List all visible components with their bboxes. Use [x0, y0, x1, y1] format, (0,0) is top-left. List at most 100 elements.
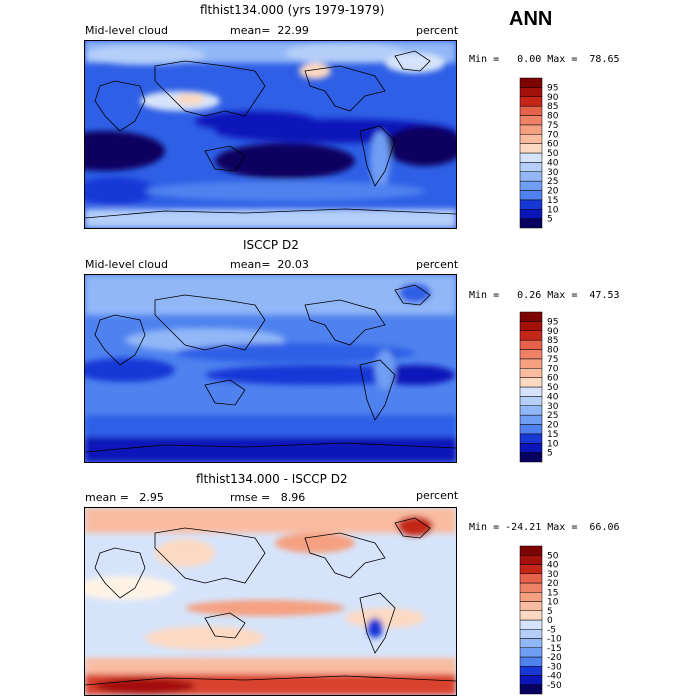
- colorbar-tick-label: 95: [547, 317, 558, 327]
- colorbar-box: [519, 405, 543, 416]
- colorbar-tick-label: 70: [547, 364, 559, 374]
- colorbar-box: [519, 452, 543, 463]
- colorbar-box: [519, 321, 543, 331]
- colorbar-tick-label: 90: [547, 327, 559, 337]
- colorbar-box: [519, 180, 543, 191]
- colorbar-box: [519, 218, 543, 229]
- colorbar-tick-label: 75: [547, 121, 558, 131]
- colorbar-tick-label: 80: [547, 346, 559, 356]
- colorbar-tick-label: 10: [547, 598, 559, 608]
- colorbar-box: [519, 152, 543, 163]
- colorbar-tick-label: 15: [547, 196, 558, 206]
- colorbar-box: [519, 601, 543, 611]
- colorbar-box: [519, 433, 543, 444]
- colorbar-box: [519, 638, 543, 648]
- panel-3-rmse-label: rmse = 8.96: [230, 491, 306, 504]
- colorbar-tick-label: 40: [547, 392, 559, 402]
- colorbar-box: [519, 610, 543, 621]
- panel-1-field: [85, 41, 456, 228]
- colorbar-box: [519, 656, 543, 667]
- panel-1-colorbar: 5 10 15 20 25 30 40 50 60 70 75 80 85 90 95: [519, 77, 580, 229]
- colorbar-box: [519, 545, 543, 556]
- colorbar-box: [519, 162, 543, 172]
- colorbar-tick-label: 5: [547, 449, 553, 459]
- colorbar-tick-label: 30: [547, 168, 559, 178]
- colorbar-tick-label: 15: [547, 588, 558, 598]
- panel-1-minmax: Min = 0.00 Max = 78.65: [469, 54, 620, 65]
- colorbar-box: [519, 349, 543, 360]
- panel-3-minmax: Min = -24.21 Max = 66.06: [469, 522, 620, 533]
- colorbar-tick-label: -5: [547, 625, 556, 635]
- colorbar-box: [519, 582, 543, 593]
- panel-2-minmax: Min = 0.26 Max = 47.53: [469, 290, 620, 301]
- colorbar-tick-label: 15: [547, 430, 558, 440]
- colorbar-box: [519, 199, 543, 210]
- colorbar-tick-label: 25: [547, 411, 558, 421]
- panel-1-title: flthist134.000 (yrs 1979-1979): [200, 3, 385, 17]
- colorbar-box: [519, 124, 543, 135]
- colorbar-tick-label: 85: [547, 102, 558, 112]
- colorbar-tick-label: 10: [547, 205, 559, 215]
- panel-3-map: [84, 507, 457, 696]
- colorbar-tick-label: 25: [547, 177, 558, 187]
- colorbar-box: [519, 396, 543, 406]
- panel-2-colorbar: 5 10 15 20 25 30 40 50 60 70 75 80 85 90 95: [519, 311, 580, 463]
- colorbar-box: [519, 386, 543, 397]
- colorbar-tick-label: -30: [547, 662, 562, 672]
- colorbar-box: [519, 684, 543, 695]
- colorbar-box: [519, 134, 543, 144]
- colorbar-box: [519, 339, 543, 350]
- panel-2-units: percent: [416, 258, 459, 271]
- colorbar-tick-label: 80: [547, 112, 559, 122]
- colorbar-tick-label: 40: [547, 561, 559, 571]
- colorbar-tick-label: 20: [547, 579, 559, 589]
- colorbar-box: [519, 573, 543, 584]
- colorbar-box: [519, 143, 543, 154]
- colorbar-box: [519, 619, 543, 630]
- panel-1-variable-label: Mid-level cloud: [85, 24, 168, 37]
- panel-3-field: [85, 508, 456, 695]
- colorbar-tick-label: 75: [547, 355, 558, 365]
- colorbar-box: [519, 171, 543, 182]
- panel-1-units: percent: [416, 24, 459, 37]
- panel-1-mean-label: mean= 22.99: [230, 24, 309, 37]
- colorbar-tick-label: 95: [547, 83, 558, 93]
- colorbar-tick-label: 30: [547, 402, 559, 412]
- panel-2-mean-label: mean= 20.03: [230, 258, 309, 271]
- panel-2-title: ISCCP D2: [243, 238, 299, 252]
- season-label: ANN: [509, 8, 553, 30]
- colorbar-box: [519, 564, 543, 574]
- colorbar-tick-label: 40: [547, 158, 559, 168]
- colorbar-box: [519, 311, 543, 322]
- colorbar-tick-label: 60: [547, 374, 559, 384]
- colorbar-box: [519, 96, 543, 107]
- colorbar-box: [519, 115, 543, 126]
- colorbar-box: [519, 629, 543, 639]
- colorbar-box: [519, 368, 543, 378]
- colorbar-box: [519, 647, 543, 658]
- panel-1-map: [84, 40, 457, 229]
- colorbar-box: [519, 424, 543, 435]
- colorbar-tick-label: -10: [547, 635, 562, 645]
- panel-3-colorbar: -50 -40 -30 -20 -15 -10 -5 0 5 10 15 20 30 40 50: [519, 545, 580, 695]
- colorbar-box: [519, 190, 543, 201]
- colorbar-box: [519, 105, 543, 116]
- colorbar-tick-label: 5: [547, 215, 553, 225]
- colorbar-tick-label: -40: [547, 672, 562, 682]
- panel-3-units: percent: [416, 489, 459, 502]
- colorbar-box: [519, 87, 543, 97]
- colorbar-box: [519, 555, 543, 565]
- colorbar-tick-label: 5: [547, 607, 553, 617]
- colorbar-box: [519, 666, 543, 676]
- colorbar-box: [519, 414, 543, 425]
- colorbar-tick-label: 50: [547, 551, 559, 561]
- panel-2-map: [84, 274, 457, 463]
- colorbar-box: [519, 675, 543, 685]
- colorbar-box: [519, 358, 543, 369]
- colorbar-box: [519, 330, 543, 341]
- panel-2-field: [85, 275, 456, 462]
- panel-3-title: flthist134.000 - ISCCP D2: [196, 472, 348, 486]
- panel-3-mean-label: mean = 2.95: [85, 491, 164, 504]
